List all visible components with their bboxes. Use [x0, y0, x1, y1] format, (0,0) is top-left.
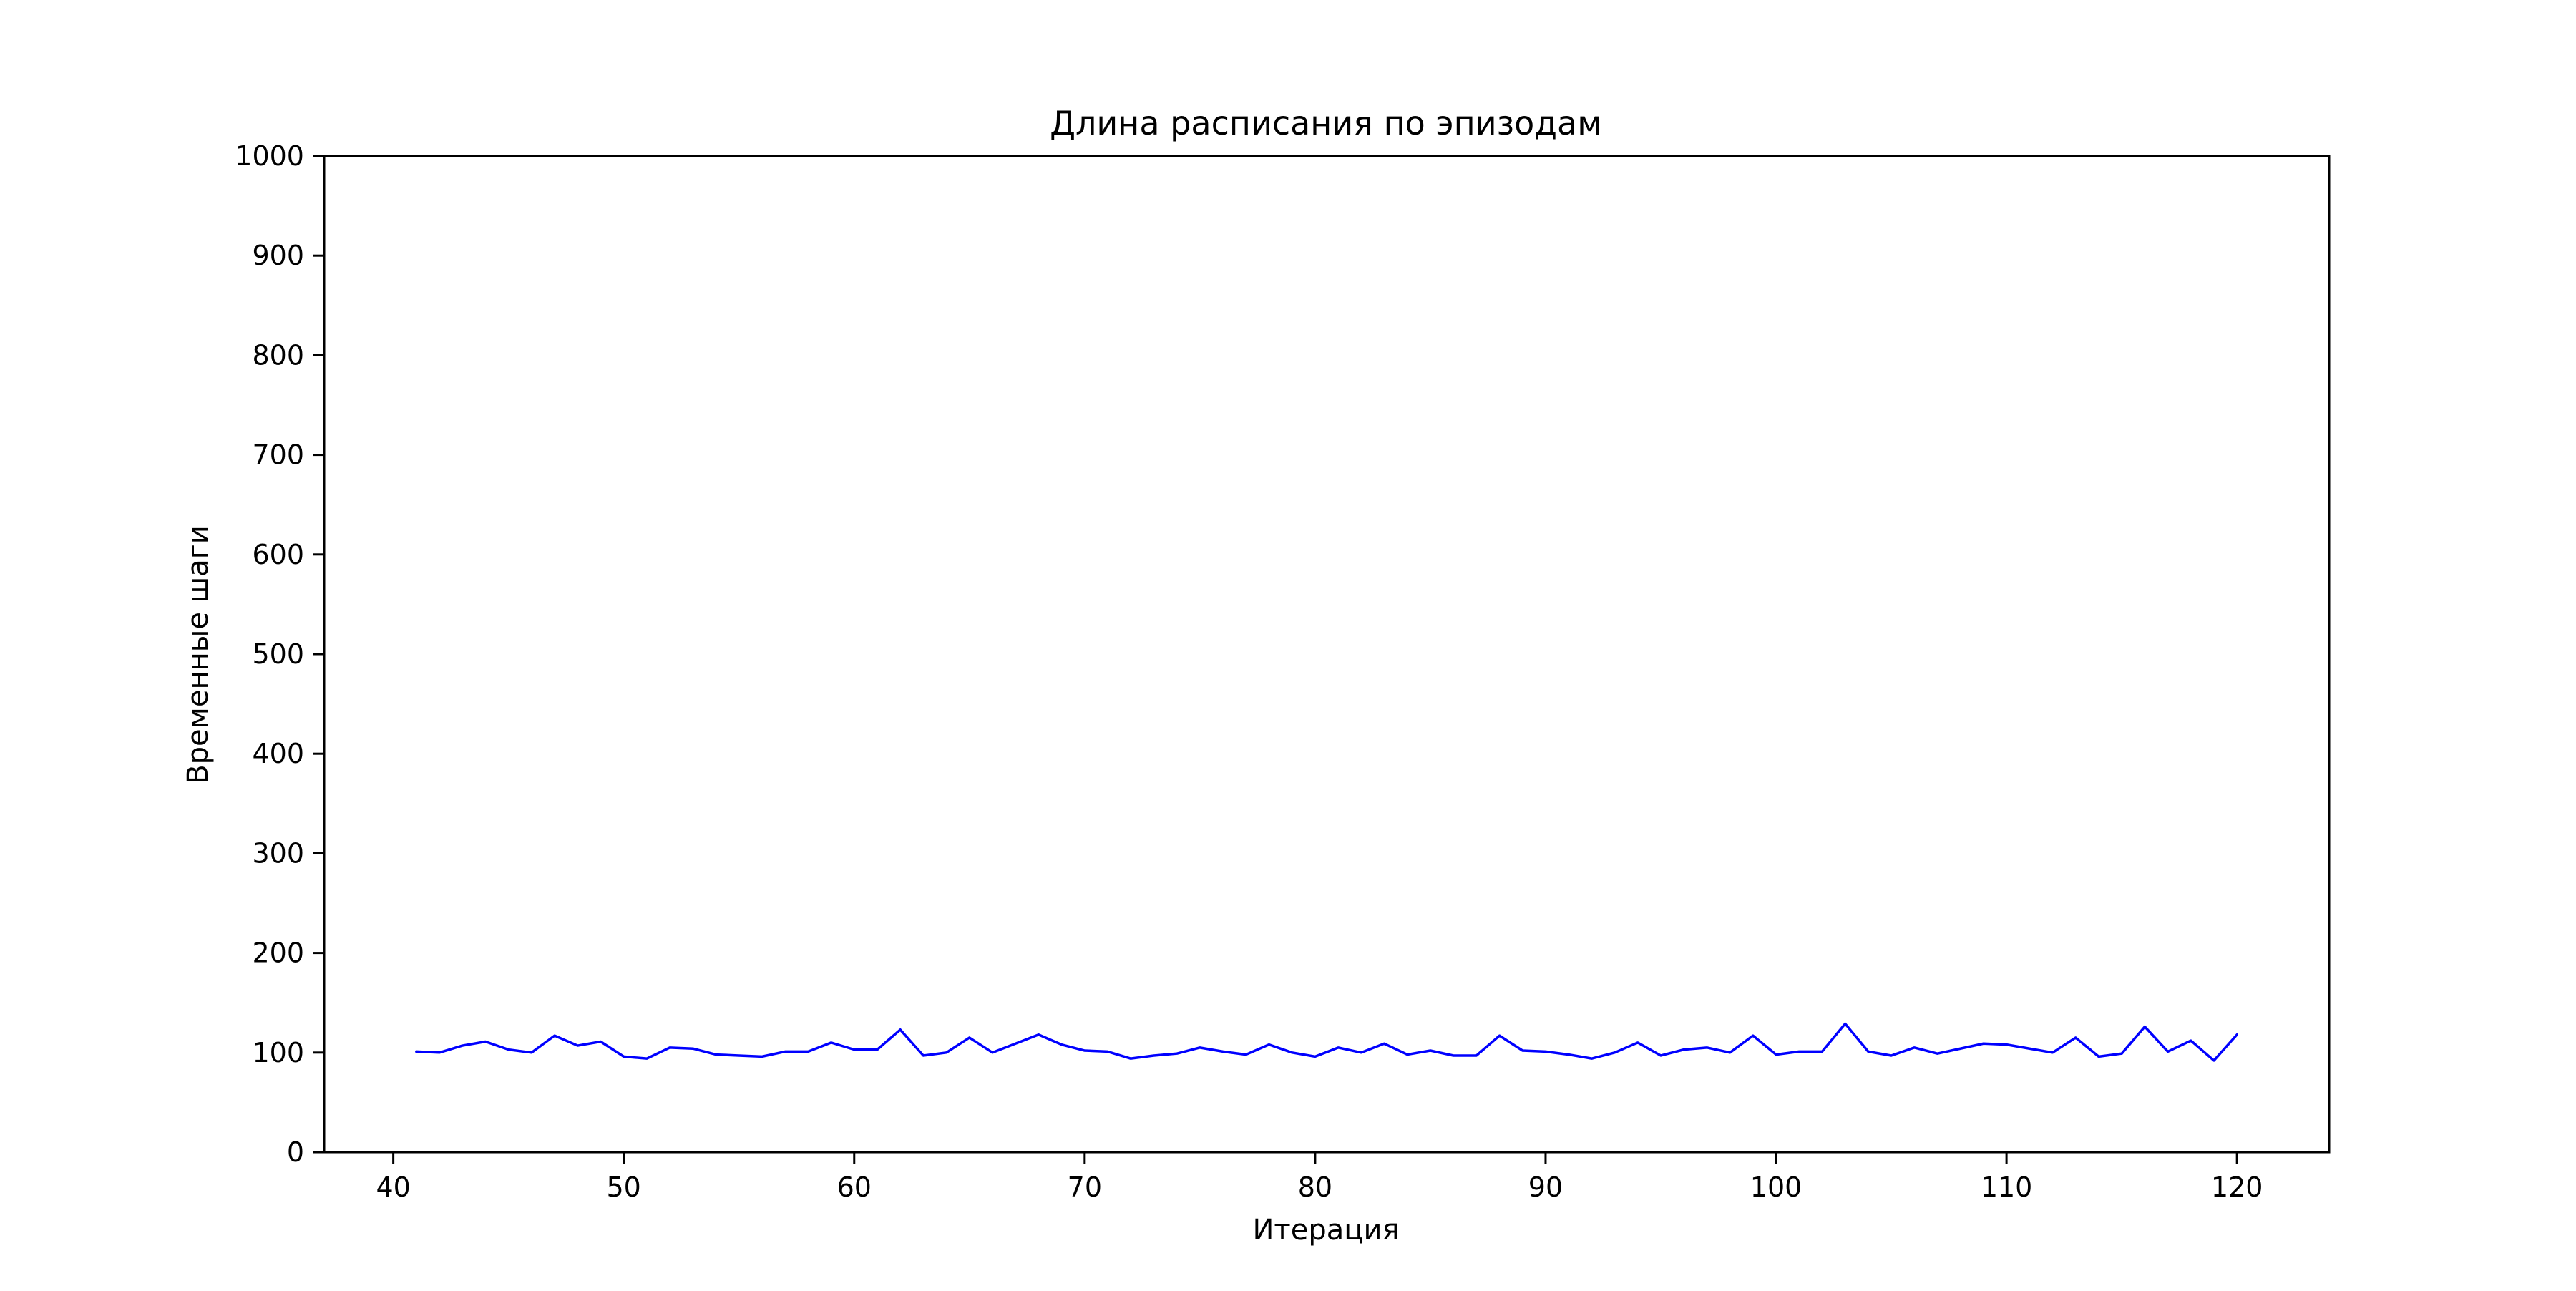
y-tick-label: 1000: [235, 140, 304, 172]
y-tick-label: 200: [252, 937, 304, 969]
x-tick-label: 90: [1528, 1171, 1563, 1203]
x-tick-label: 70: [1068, 1171, 1102, 1203]
y-tick-label: 400: [252, 738, 304, 769]
x-axis-title: Итерация: [1252, 1214, 1399, 1247]
chart-title: Длина расписания по эпизодам: [1050, 104, 1602, 142]
x-tick-label: 120: [2211, 1171, 2263, 1203]
y-tick-label: 0: [287, 1136, 304, 1168]
y-tick-label: 600: [252, 539, 304, 570]
y-tick-label: 100: [252, 1037, 304, 1068]
plot-frame: [323, 155, 2331, 1154]
x-tick-label: 50: [607, 1171, 641, 1203]
x-tick-label: 100: [1750, 1171, 1802, 1203]
y-tick-label: 700: [252, 439, 304, 471]
x-tick-label: 110: [1981, 1171, 2033, 1203]
series-layer: [415, 1022, 2238, 1062]
y-tick-label: 800: [252, 339, 304, 371]
x-tick-label: 40: [376, 1171, 410, 1203]
series-line: [415, 1022, 2238, 1062]
x-axis-ticks: 40 50 60 70 80 90 100 110 120: [376, 1152, 2263, 1203]
x-tick-label: 60: [837, 1171, 872, 1203]
y-tick-label: 300: [252, 837, 304, 869]
y-axis-title: Временные шаги: [182, 525, 215, 784]
y-axis-ticks: 0 100 200 300 400 500 600 700 800 900 1000: [235, 140, 324, 1168]
y-tick-label: 900: [252, 240, 304, 271]
y-tick-label: 500: [252, 638, 304, 670]
x-tick-label: 80: [1298, 1171, 1332, 1203]
